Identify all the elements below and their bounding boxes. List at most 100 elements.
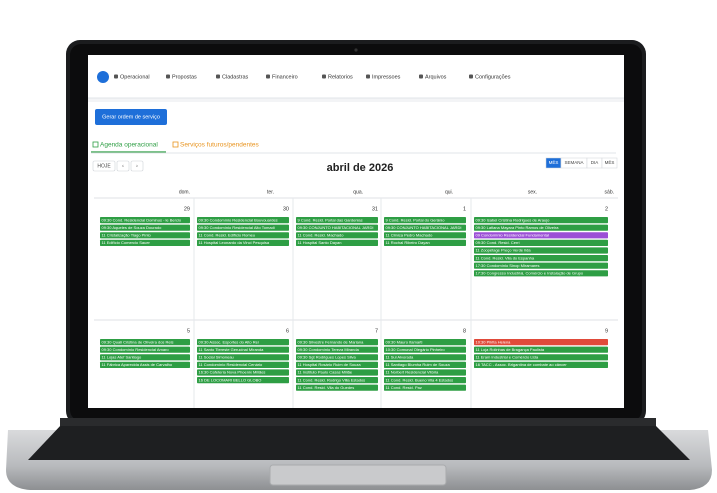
logo[interactable]	[97, 71, 109, 83]
event[interactable]: 11 Zoopétage Preço Verde Ilda	[476, 248, 532, 253]
event[interactable]: 16:30 Cafeteria Nova Phoenix Miliães	[199, 370, 266, 375]
event-bg[interactable]	[197, 377, 289, 384]
event-bg[interactable]	[384, 384, 466, 391]
event-bg[interactable]	[296, 339, 378, 346]
event-bg[interactable]	[100, 232, 190, 239]
event[interactable]: 09:30 Mauro Itamarti	[386, 339, 423, 344]
event-bg[interactable]	[474, 339, 608, 346]
event[interactable]: 11 Edifício Comercio Sauer	[102, 240, 151, 245]
event-bg[interactable]	[197, 239, 289, 246]
event-bg[interactable]	[197, 346, 289, 353]
event-bg[interactable]	[384, 339, 466, 346]
event-bg[interactable]	[197, 339, 289, 346]
event[interactable]: 09:30 Cond. Residencial Dominus - le Ber…	[102, 217, 182, 222]
event[interactable]: 11 Cristalização Tiago Pinto	[102, 232, 152, 237]
event[interactable]: 11 Condomínio Residencial Cenário	[199, 362, 264, 367]
event-bg[interactable]	[384, 239, 466, 246]
event-bg[interactable]	[100, 361, 190, 368]
toolbar-button[interactable]: ›	[136, 163, 138, 169]
event-bg[interactable]	[296, 369, 378, 376]
event[interactable]: 09:30 Lafiana Mayara Pinto Ramos de Oliv…	[476, 225, 560, 230]
event[interactable]: 11 Cond. Resid. Vila do Guedes	[298, 385, 355, 390]
event-bg[interactable]	[296, 361, 378, 368]
event-bg[interactable]	[296, 217, 378, 224]
toolbar-button[interactable]: HOJE	[97, 163, 111, 169]
event[interactable]: 16 TACC - Assoc. Brigantina de combate a…	[476, 362, 568, 367]
event[interactable]: 11 Instituto Paulo Casas Miliãe	[298, 370, 353, 375]
event[interactable]: 11 Fábrica Aparecida Assis de Carvalho	[102, 362, 173, 367]
event[interactable]: 11 Lojas Atef Santiago	[102, 354, 143, 359]
event-bg[interactable]	[384, 369, 466, 376]
tab[interactable]: Serviços futuros/pendentes	[180, 142, 260, 149]
toolbar-button[interactable]: ‹	[122, 163, 124, 169]
event-bg[interactable]	[296, 346, 378, 353]
event[interactable]: 09:30 Sgt Rodrigues Lopes Silva	[298, 354, 357, 359]
event-bg[interactable]	[474, 262, 608, 269]
event[interactable]: 09:30 Condomínio Residencial Bouvouardes	[199, 217, 278, 222]
event[interactable]: 09:30 Aqueles de Souza Dourado	[102, 225, 163, 230]
event[interactable]: 11 Cond. Resid. Machado	[298, 232, 345, 237]
action-button-bg[interactable]	[95, 109, 167, 125]
event-bg[interactable]	[474, 354, 608, 361]
event-bg[interactable]	[100, 239, 190, 246]
event-bg[interactable]	[384, 346, 466, 353]
event-bg[interactable]	[474, 361, 608, 368]
event-bg[interactable]	[197, 224, 289, 231]
event-bg[interactable]	[100, 354, 190, 361]
event[interactable]: 11 Cond. Resid. Edifício Romeu	[199, 232, 256, 237]
event[interactable]: 11 Cond. Resid. Vila do Espanha	[476, 255, 535, 260]
event[interactable]: 09 Condomínio Residencial Fundamental	[476, 232, 549, 237]
event-bg[interactable]	[197, 232, 289, 239]
event[interactable]: 09:30 Quali Cristina de Oliveira dos Rei…	[102, 339, 174, 344]
toolbar-button-bg[interactable]	[92, 160, 116, 172]
event-bg[interactable]	[474, 270, 608, 277]
event-bg[interactable]	[474, 346, 608, 353]
event-bg[interactable]	[384, 377, 466, 384]
event-bg[interactable]	[296, 354, 378, 361]
nav-item[interactable]: Financeiro	[272, 74, 298, 80]
event-bg[interactable]	[474, 239, 608, 246]
nav-item[interactable]: Propostas	[172, 74, 197, 80]
event-bg[interactable]	[100, 339, 190, 346]
event-bg[interactable]	[296, 377, 378, 384]
event[interactable]: 11 Cond. Resid. Bueno Vila 4 Estados	[386, 377, 454, 382]
tab[interactable]: Agenda operacional	[100, 142, 158, 149]
event[interactable]: 11 Norbert Residencial Vitória	[386, 370, 440, 375]
nav-item[interactable]: Impressoes	[372, 74, 401, 80]
nav-item[interactable]: Arquivos	[425, 74, 447, 80]
event[interactable]: 09:30 CONJUNTO HABITACIONAL JARDI	[386, 225, 462, 230]
event-bg[interactable]	[197, 369, 289, 376]
event[interactable]: 09:30 Condomínio Residencial Amaro	[102, 347, 170, 352]
event[interactable]: 09:30 Cond. Resid. Cerri	[476, 240, 520, 245]
event[interactable]: 11 Clínica Pedro Machado	[386, 232, 434, 237]
nav-item[interactable]: Configurações	[475, 74, 511, 80]
event[interactable]: 11 Hospital Leonardo da Vinci Pesquisa	[199, 240, 270, 245]
event[interactable]: 11 Rochal Ribeiro Dayan	[386, 240, 430, 245]
event[interactable]: 09:30 Assoc. Esportes do Alto Rei	[199, 339, 259, 344]
event[interactable]: 11 Eram Industrial e Comércio Ltda	[476, 354, 539, 359]
event[interactable]: 11 Hospital Rosário Ruim de Souza	[298, 362, 362, 367]
toolbar-button-bg[interactable]	[130, 160, 144, 172]
event-bg[interactable]	[474, 255, 608, 262]
event-bg[interactable]	[296, 224, 378, 231]
event[interactable]: 11 Cond. Resid. Rodrigo Villa Estados	[298, 377, 366, 382]
event[interactable]: 17:30 Condomínio Sinop Miramares	[476, 263, 540, 268]
view-button[interactable]: DIA	[591, 160, 599, 165]
event-bg[interactable]	[100, 217, 190, 224]
event[interactable]: 11 Social Simoneau	[199, 354, 234, 359]
nav-item[interactable]: Relatorios	[328, 74, 353, 80]
toolbar-button-bg[interactable]	[116, 160, 130, 172]
view-button[interactable]: MÊS	[605, 158, 615, 165]
event[interactable]: 11 Hospital Santo Dayan	[298, 240, 342, 245]
event-bg[interactable]	[296, 232, 378, 239]
event[interactable]: 17:30 Congresso Industrial, Comércio e I…	[476, 270, 584, 275]
event[interactable]: 9 Cond. Resid. Portal do Gerânio	[386, 217, 446, 222]
event-bg[interactable]	[384, 354, 466, 361]
event-bg[interactable]	[474, 217, 608, 224]
event-bg[interactable]	[100, 224, 190, 231]
event[interactable]: 09:30 Condomínio Residencial Alto Tomadí	[199, 225, 276, 230]
event-bg[interactable]	[384, 217, 466, 224]
event[interactable]: 10:30 Pilrita Helena	[476, 339, 512, 344]
event[interactable]: 11 Loja Rolinhas de Bragança Paulista	[476, 347, 545, 352]
event-bg[interactable]	[296, 239, 378, 246]
